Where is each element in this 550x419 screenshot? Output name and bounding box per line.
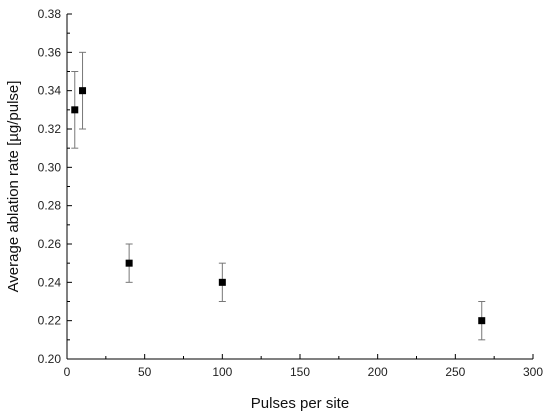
y-tick-label: 0.26 (38, 237, 62, 251)
x-tick-label: 50 (138, 365, 152, 379)
x-tick-label: 100 (212, 365, 232, 379)
y-tick-label: 0.32 (38, 122, 62, 136)
error-bars (71, 51, 486, 341)
y-tick-label: 0.22 (38, 314, 62, 328)
data-point (79, 87, 87, 95)
y-tick-label: 0.24 (38, 275, 62, 289)
y-tick-label: 0.38 (38, 7, 62, 21)
x-tick-label: 150 (290, 365, 310, 379)
x-tick-label: 300 (523, 365, 543, 379)
x-tick-label: 0 (64, 365, 71, 379)
data-point (71, 106, 79, 114)
y-tick-label: 0.28 (38, 199, 62, 213)
x-tick-label: 200 (368, 365, 388, 379)
data-points (71, 87, 486, 325)
x-axis-label: Pulses per site (251, 395, 349, 412)
y-tick-label: 0.36 (38, 45, 62, 59)
data-point (125, 259, 133, 267)
y-axis-label: Average ablation rate [µg/pulse] (5, 81, 22, 293)
axes (66, 14, 533, 360)
data-point (218, 278, 226, 286)
y-tick-label: 0.20 (38, 352, 62, 366)
x-ticks: 0 50 100 150 200 250 300 (64, 354, 543, 379)
y-tick-label: 0.30 (38, 160, 62, 174)
y-ticks: 0.20 0.22 0.24 0.26 0.28 0.30 0.32 0.34 0.36 0.38 (38, 7, 72, 366)
data-point (478, 317, 486, 325)
x-tick-label: 250 (445, 365, 465, 379)
y-tick-label: 0.34 (38, 84, 62, 98)
